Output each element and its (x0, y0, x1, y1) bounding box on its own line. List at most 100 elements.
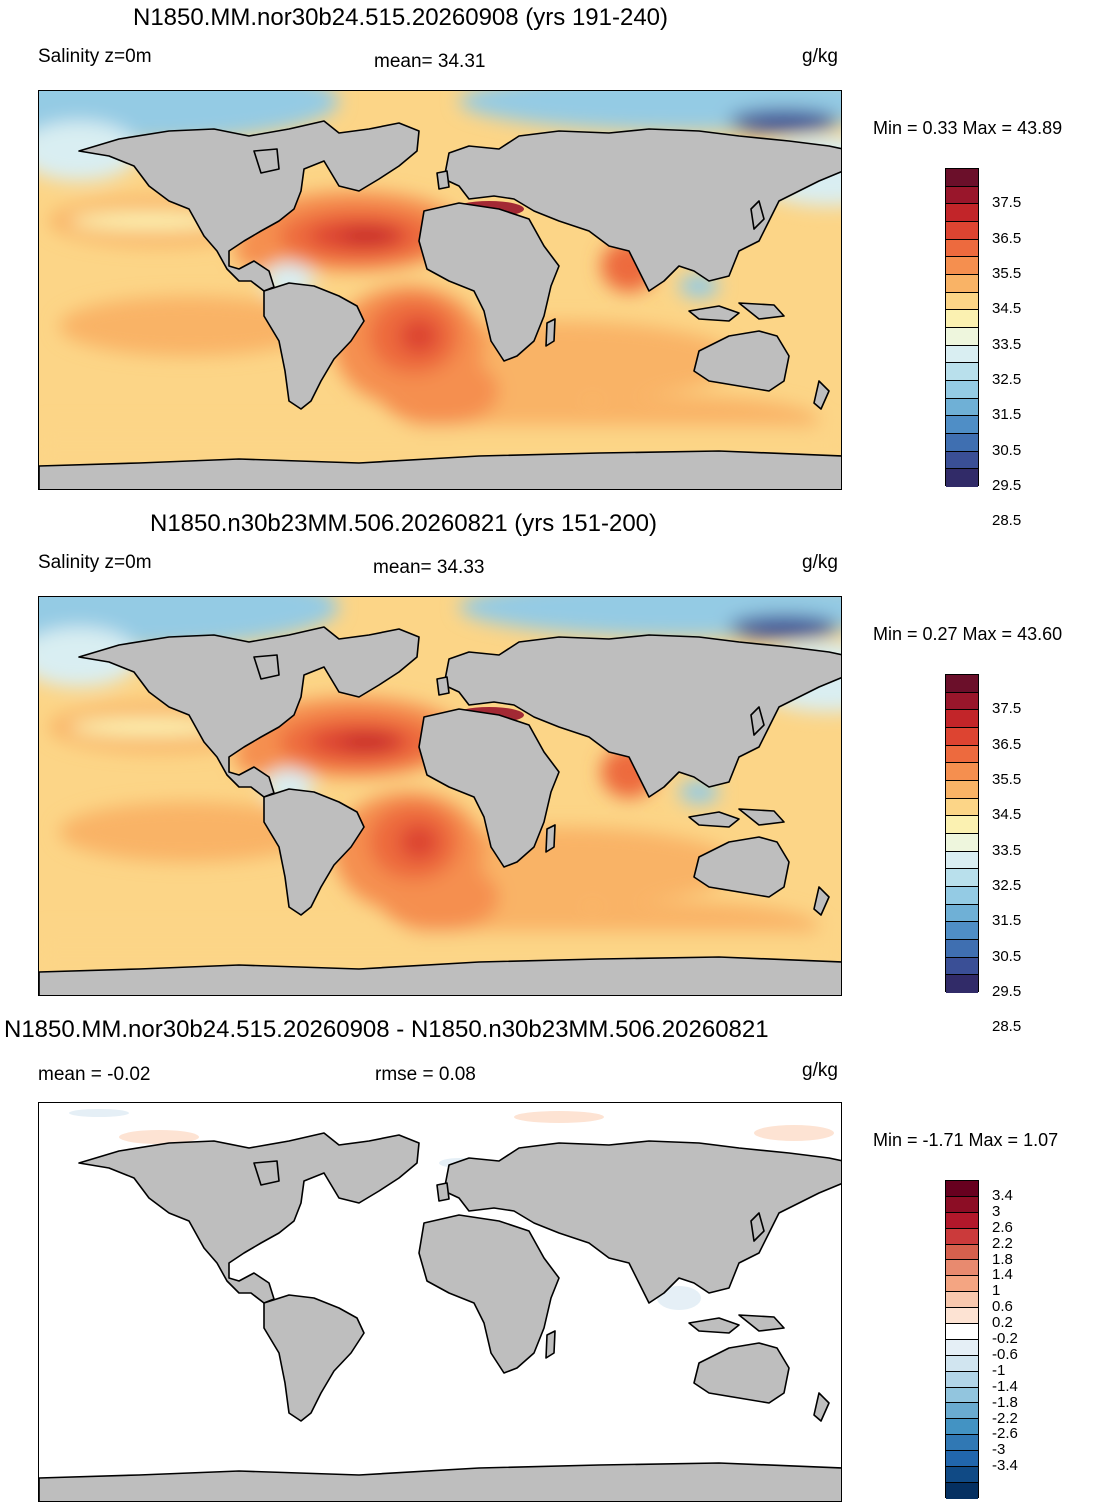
colorbar-swatch (946, 204, 978, 222)
colorbar-swatch (946, 469, 978, 487)
colorbar-tick-label: 2.6 (992, 1218, 1013, 1236)
colorbar-swatch (946, 363, 978, 381)
colorbar-tick-label: 3.4 (992, 1186, 1013, 1204)
colorbar-tick-label: 28.5 (992, 512, 1022, 530)
panel-title: N1850.n30b23MM.506.20260821 (yrs 151-200… (150, 510, 658, 537)
colorbar-tick-label: -2.6 (992, 1425, 1018, 1443)
units-label: g/kg (802, 46, 838, 67)
mean-label: mean= 34.33 (373, 557, 485, 578)
colorbar-tick-label: 29.5 (992, 477, 1022, 494)
salinity-map (38, 90, 842, 490)
salinity-map (38, 596, 842, 996)
rmse-label: rmse = 0.08 (375, 1064, 476, 1085)
colorbar (945, 168, 979, 487)
colorbar-swatch (946, 957, 978, 976)
colorbar-swatch (946, 274, 978, 293)
colorbar-swatch (946, 780, 978, 799)
colorbar-swatch (946, 833, 978, 852)
units-label: g/kg (802, 552, 838, 573)
colorbar-swatch (946, 798, 978, 817)
panel-title: N1850.MM.nor30b24.515.20260908 (yrs 191-… (133, 4, 669, 31)
colorbar-swatch (946, 922, 978, 940)
colorbar-swatch (946, 1228, 978, 1245)
colorbar-swatch (946, 169, 978, 187)
colorbar-tick-label: 3 (992, 1202, 1001, 1220)
colorbar-tick-label: 29.5 (992, 983, 1022, 1000)
colorbar-swatch (946, 1355, 978, 1372)
colorbar-tick-label: 35.5 (992, 265, 1022, 282)
colorbar-swatch (946, 1324, 978, 1340)
colorbar-swatch (946, 1196, 978, 1213)
colorbar-tick-label: 31.5 (992, 912, 1022, 930)
colorbar-swatch (946, 186, 978, 205)
colorbar-tick-label: 1.8 (992, 1250, 1013, 1268)
colorbar-swatch (946, 975, 978, 993)
colorbar-swatch (946, 345, 978, 364)
colorbar-tick-label: -3.4 (992, 1457, 1018, 1475)
colorbar-tick-label: -1 (992, 1361, 1006, 1379)
colorbar-swatch (946, 1482, 978, 1499)
colorbar-swatch (946, 763, 978, 781)
colorbar-tick-label: -2.2 (992, 1409, 1018, 1427)
colorbar-swatch (946, 1435, 978, 1452)
salinity-map-svg (39, 91, 841, 489)
colorbar-swatch (946, 727, 978, 746)
colorbar-swatch (946, 939, 978, 958)
colorbar-tick-label: 32.5 (992, 877, 1022, 894)
min-max-label: Min = 0.33 Max = 43.89 (873, 118, 1063, 138)
colorbar-swatch (946, 1419, 978, 1436)
colorbar-swatch (946, 1339, 978, 1356)
difference-panel: N1850.MM.nor30b24.515.20260908 - N1850.n… (0, 1012, 1103, 1511)
colorbar-swatch (946, 1212, 978, 1229)
colorbar-swatch (946, 380, 978, 399)
colorbar-tick-label: -1.4 (992, 1377, 1018, 1395)
colorbar-tick-label: 31.5 (992, 406, 1022, 424)
colorbar-swatch (946, 904, 978, 923)
colorbar-swatch (946, 851, 978, 870)
colorbar-swatch (946, 1467, 978, 1483)
colorbar-tick-label: -1.8 (992, 1393, 1018, 1411)
colorbar-swatch (946, 416, 978, 434)
colorbar-swatch (946, 327, 978, 346)
colorbar-tick-label: -0.2 (992, 1330, 1018, 1347)
colorbar-tick-label: 30.5 (992, 441, 1022, 459)
colorbar-swatch (946, 1451, 978, 1468)
colorbar-swatch (946, 869, 978, 887)
units-label: g/kg (802, 1060, 838, 1081)
colorbar-swatch (946, 1244, 978, 1261)
colorbar (945, 674, 979, 993)
colorbar-swatch (946, 1276, 978, 1293)
colorbar-tick-label: -0.6 (992, 1345, 1018, 1363)
salinity-panel-2: N1850.n30b23MM.506.20260821 (yrs 151-200… (0, 506, 1103, 1035)
colorbar-tick-label: 33.5 (992, 335, 1022, 353)
colorbar-swatch (946, 451, 978, 470)
colorbar-swatch (946, 692, 978, 711)
colorbar-swatch (946, 1403, 978, 1420)
colorbar-swatch (946, 1292, 978, 1309)
colorbar-tick-label: 33.5 (992, 841, 1022, 859)
colorbar-tick-label: 36.5 (992, 735, 1022, 753)
colorbar-tick-label: 37.5 (992, 700, 1022, 718)
colorbar-swatch (946, 398, 978, 417)
colorbar-swatch (946, 1181, 978, 1197)
salinity-panel-1: N1850.MM.nor30b24.515.20260908 (yrs 191-… (0, 0, 1103, 529)
mean-label: mean= 34.31 (374, 51, 486, 72)
colorbar-tick-label: 32.5 (992, 371, 1022, 388)
colorbar-swatch (946, 816, 978, 834)
difference-map-svg (39, 1103, 841, 1501)
min-max-label: Min = 0.27 Max = 43.60 (873, 624, 1063, 644)
colorbar-tick-label: 28.5 (992, 1018, 1022, 1036)
colorbar-swatch (946, 257, 978, 275)
colorbar-tick-label: 34.5 (992, 806, 1022, 824)
colorbar-tick-label: 37.5 (992, 194, 1022, 212)
colorbar-tick-label: 30.5 (992, 947, 1022, 965)
colorbar-swatch (946, 1260, 978, 1277)
colorbar-swatch (946, 292, 978, 311)
colorbar-swatch (946, 745, 978, 764)
colorbar-swatch (946, 310, 978, 328)
colorbar-swatch (946, 710, 978, 728)
colorbar-tick-label: 0.6 (992, 1298, 1013, 1316)
colorbar-swatch (946, 433, 978, 452)
colorbar-swatch (946, 221, 978, 240)
colorbar-tick-label: 34.5 (992, 300, 1022, 318)
